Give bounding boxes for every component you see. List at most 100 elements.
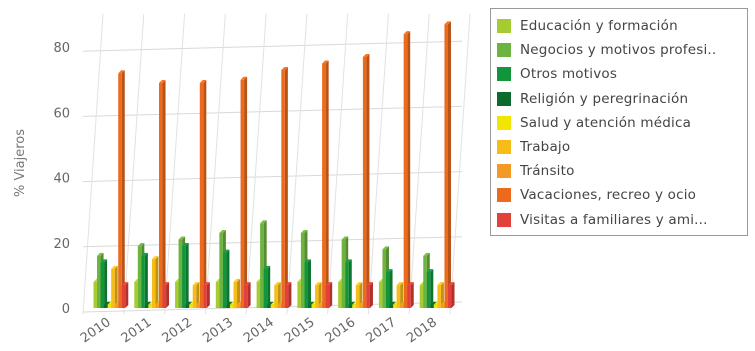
- bar[interactable]: [322, 63, 326, 309]
- bar[interactable]: [215, 281, 220, 308]
- bar[interactable]: [222, 252, 227, 308]
- bar[interactable]: [393, 304, 397, 308]
- bar[interactable]: [403, 34, 408, 308]
- legend-item[interactable]: Salud y atención médica: [497, 111, 741, 135]
- bar[interactable]: [237, 304, 241, 308]
- bar[interactable]: [311, 304, 316, 308]
- bar[interactable]: [148, 304, 152, 308]
- bar[interactable]: [219, 233, 223, 308]
- bar[interactable]: [263, 268, 268, 308]
- bar[interactable]: [423, 255, 427, 308]
- bar-side: [307, 259, 311, 308]
- bar[interactable]: [121, 285, 126, 308]
- bar[interactable]: [141, 255, 145, 308]
- bar[interactable]: [104, 304, 108, 308]
- bar[interactable]: [307, 304, 312, 308]
- bar[interactable]: [260, 223, 264, 308]
- legend-item[interactable]: Vacaciones, recreo y ocio: [497, 183, 741, 207]
- bar[interactable]: [137, 246, 142, 308]
- bar[interactable]: [378, 281, 383, 308]
- bar[interactable]: [274, 285, 278, 308]
- bar[interactable]: [389, 304, 394, 308]
- bar[interactable]: [175, 281, 179, 308]
- bar[interactable]: [315, 285, 319, 308]
- grid-line-vertical: [367, 13, 389, 315]
- bar[interactable]: [362, 56, 367, 309]
- bar[interactable]: [111, 268, 115, 308]
- bar[interactable]: [196, 304, 200, 308]
- bar[interactable]: [97, 255, 101, 308]
- bar[interactable]: [284, 285, 289, 308]
- bar[interactable]: [426, 272, 431, 308]
- bar[interactable]: [352, 304, 356, 308]
- bar[interactable]: [447, 285, 452, 308]
- bar[interactable]: [325, 285, 330, 308]
- bar[interactable]: [199, 83, 204, 308]
- bar[interactable]: [300, 233, 305, 308]
- bar[interactable]: [189, 304, 193, 308]
- x-tick-label: 2011: [119, 315, 155, 346]
- bar[interactable]: [233, 281, 238, 308]
- bar[interactable]: [281, 70, 285, 309]
- bar[interactable]: [304, 262, 308, 308]
- bar[interactable]: [440, 304, 445, 308]
- bar[interactable]: [419, 285, 424, 308]
- bar[interactable]: [185, 304, 190, 308]
- bar[interactable]: [159, 83, 163, 308]
- bar-top: [219, 230, 226, 234]
- bar[interactable]: [430, 304, 434, 308]
- bar[interactable]: [118, 73, 122, 308]
- legend-item[interactable]: Religión y peregrinación: [497, 87, 741, 111]
- bar[interactable]: [341, 239, 346, 308]
- bar[interactable]: [240, 79, 245, 308]
- bar[interactable]: [192, 285, 197, 308]
- bar[interactable]: [444, 24, 448, 308]
- bar[interactable]: [277, 304, 282, 308]
- bar[interactable]: [134, 281, 138, 308]
- bar[interactable]: [256, 281, 261, 308]
- bar[interactable]: [144, 304, 149, 308]
- bar[interactable]: [182, 246, 186, 308]
- bar[interactable]: [396, 285, 401, 308]
- legend-item[interactable]: Trabajo: [497, 135, 741, 159]
- bar[interactable]: [100, 262, 105, 308]
- bar[interactable]: [297, 281, 301, 308]
- bar[interactable]: [355, 285, 360, 308]
- bar-top: [396, 282, 404, 286]
- bar[interactable]: [162, 285, 167, 308]
- bar[interactable]: [382, 249, 386, 308]
- bar[interactable]: [318, 304, 323, 308]
- bar[interactable]: [114, 304, 119, 308]
- bar[interactable]: [267, 304, 271, 308]
- legend-item[interactable]: Visitas a familiares y ami...: [497, 208, 741, 232]
- bar[interactable]: [244, 285, 248, 308]
- bar[interactable]: [229, 304, 234, 308]
- bar[interactable]: [433, 304, 438, 308]
- legend-item[interactable]: Educación y formación: [497, 14, 741, 38]
- legend-item[interactable]: Negocios y motivos profesi..: [497, 38, 741, 62]
- bar[interactable]: [226, 304, 230, 308]
- bar[interactable]: [345, 262, 349, 308]
- bar-top: [144, 301, 152, 305]
- bar-top: [121, 282, 129, 286]
- legend-item[interactable]: Tránsito: [497, 159, 741, 183]
- bar[interactable]: [151, 259, 156, 308]
- bar-top: [97, 252, 104, 256]
- bar-side: [166, 282, 170, 308]
- bar[interactable]: [437, 285, 441, 308]
- bar[interactable]: [400, 304, 404, 308]
- bar[interactable]: [155, 304, 160, 308]
- bar[interactable]: [270, 304, 275, 308]
- bar[interactable]: [385, 272, 390, 308]
- bar[interactable]: [348, 304, 353, 308]
- legend-item[interactable]: Otros motivos: [497, 62, 741, 86]
- bar[interactable]: [107, 304, 112, 308]
- bar-top: [222, 249, 230, 253]
- bar[interactable]: [178, 239, 183, 308]
- bar[interactable]: [359, 304, 363, 308]
- bar[interactable]: [338, 281, 342, 308]
- bar[interactable]: [93, 281, 98, 308]
- bar[interactable]: [366, 285, 370, 308]
- bar[interactable]: [203, 285, 207, 308]
- bar[interactable]: [407, 285, 411, 308]
